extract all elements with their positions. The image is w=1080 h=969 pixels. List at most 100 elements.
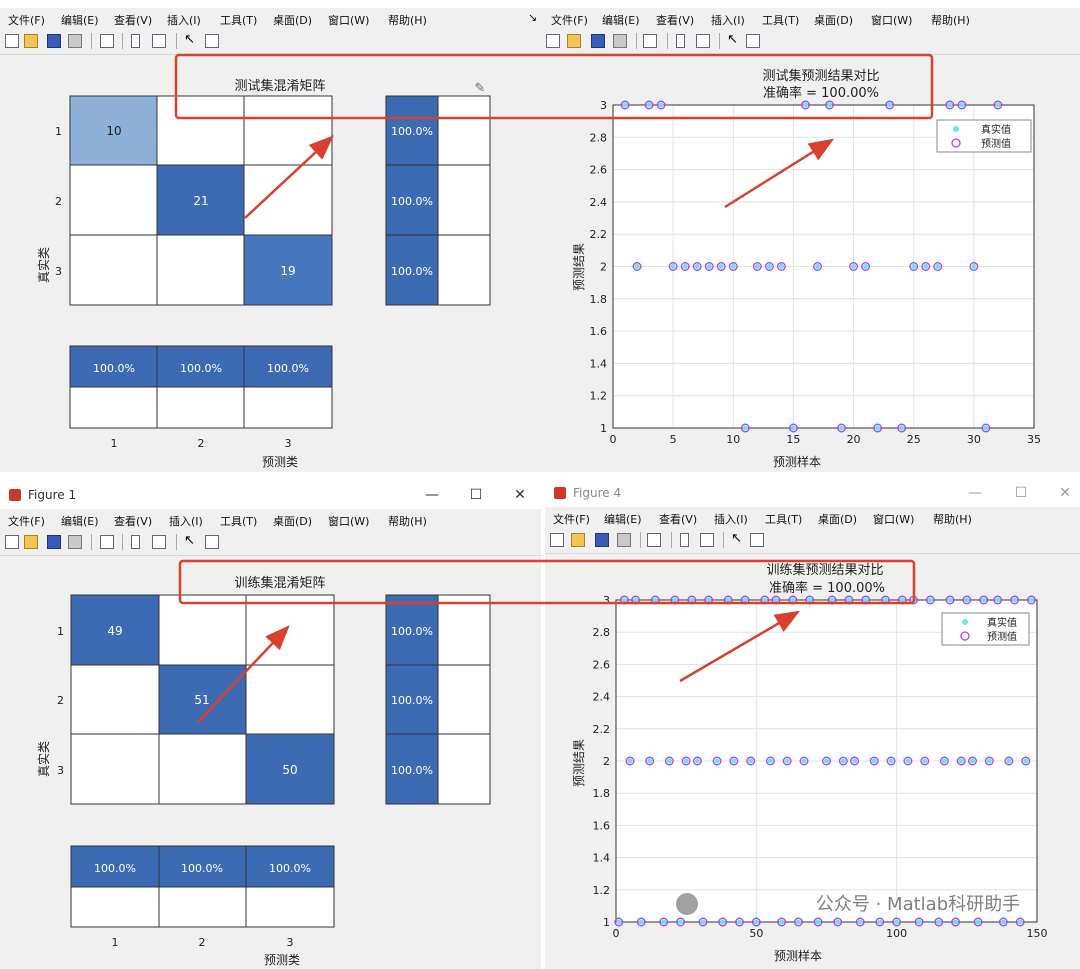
legend-icon[interactable]: [152, 34, 166, 48]
open-file-icon[interactable]: [567, 34, 581, 48]
minimize-button[interactable]: —: [425, 487, 439, 503]
colorbar-icon[interactable]: [676, 34, 685, 48]
menu-file[interactable]: 文件(F): [553, 513, 590, 526]
colorbar-icon[interactable]: [131, 535, 140, 549]
property-editor-icon[interactable]: [205, 34, 219, 48]
minimize-button[interactable]: —: [968, 485, 982, 501]
cm-cell-value: 19: [280, 264, 295, 278]
menu-insert[interactable]: 插入(I): [169, 515, 203, 528]
close-button[interactable]: ✕: [1059, 485, 1071, 501]
menu-window[interactable]: 窗口(W): [873, 513, 915, 526]
legend-icon[interactable]: [700, 533, 714, 547]
print-icon[interactable]: [613, 34, 627, 48]
property-editor-icon[interactable]: [746, 34, 760, 48]
menu-view[interactable]: 查看(V): [114, 14, 153, 27]
menu-help[interactable]: 帮助(H): [931, 14, 970, 27]
link-plot-icon[interactable]: [647, 533, 661, 547]
new-figure-icon[interactable]: [5, 34, 19, 48]
colorbar-icon[interactable]: [680, 533, 689, 547]
menu-file[interactable]: 文件(F): [8, 515, 45, 528]
pointer-icon[interactable]: ↖: [184, 32, 195, 47]
legend-icon[interactable]: [696, 34, 710, 48]
menu-tools[interactable]: 工具(T): [765, 513, 803, 526]
colorbar-icon[interactable]: [131, 34, 140, 48]
menu-desktop[interactable]: 桌面(D): [273, 14, 313, 27]
save-icon[interactable]: [591, 34, 605, 48]
y-tick-label: 2.2: [593, 723, 611, 736]
menu-desktop[interactable]: 桌面(D): [814, 14, 854, 27]
menu-help[interactable]: 帮助(H): [933, 513, 972, 526]
menu-edit[interactable]: 编辑(E): [61, 515, 99, 528]
open-file-icon[interactable]: [24, 34, 38, 48]
pointer-icon[interactable]: ↖: [731, 531, 742, 546]
true-value-point: [857, 919, 863, 925]
print-icon[interactable]: [68, 535, 82, 549]
menu-bar: 文件(F) 编辑(E) 查看(V) 插入(I) 工具(T) 桌面(D) 窗口(W…: [541, 8, 1080, 30]
toolbar-separator: [667, 33, 668, 49]
property-editor-icon[interactable]: [205, 535, 219, 549]
true-value-point: [969, 758, 976, 764]
menu-file[interactable]: 文件(F): [551, 14, 588, 27]
pointer-icon[interactable]: ↖: [727, 32, 738, 47]
menu-edit[interactable]: 编辑(E): [61, 14, 99, 27]
menu-insert[interactable]: 插入(I): [711, 14, 745, 27]
open-file-icon[interactable]: [571, 533, 585, 547]
predicted-value-point: [945, 595, 955, 605]
menu-tools[interactable]: 工具(T): [220, 14, 258, 27]
legend-icon[interactable]: [152, 535, 166, 549]
menu-window[interactable]: 窗口(W): [328, 14, 370, 27]
new-figure-icon[interactable]: [546, 34, 560, 48]
legend-true-label: 真实值: [981, 123, 1011, 136]
predicted-value-point: [625, 756, 635, 766]
predicted-value-point: [692, 756, 702, 766]
print-icon[interactable]: [68, 34, 82, 48]
col-summary-bar: [70, 845, 335, 888]
pointer-icon[interactable]: ↖: [184, 533, 195, 548]
menu-help[interactable]: 帮助(H): [388, 515, 427, 528]
menu-view[interactable]: 查看(V): [659, 513, 698, 526]
save-icon[interactable]: [47, 535, 61, 549]
figure-toolbar: ↖: [541, 30, 1080, 55]
new-figure-icon[interactable]: [550, 533, 564, 547]
predicted-value-point: [813, 262, 822, 271]
save-icon[interactable]: [595, 533, 609, 547]
menu-desktop[interactable]: 桌面(D): [818, 513, 858, 526]
predicted-value-point: [914, 917, 924, 927]
open-file-icon[interactable]: [24, 535, 38, 549]
true-value-point: [801, 758, 807, 764]
maximize-button[interactable]: ☐: [1014, 485, 1028, 501]
predicted-value-point: [962, 595, 972, 605]
menu-help[interactable]: 帮助(H): [388, 14, 427, 27]
maximize-button[interactable]: ☐: [469, 487, 483, 503]
save-icon[interactable]: [47, 34, 61, 48]
toolbar-separator: [723, 532, 724, 548]
train-plot-xlabel: 预测样本: [774, 948, 822, 963]
menu-window[interactable]: 窗口(W): [871, 14, 913, 27]
menu-tools[interactable]: 工具(T): [762, 14, 800, 27]
dock-arrow-icon[interactable]: ↘: [528, 11, 538, 24]
new-figure-icon[interactable]: [5, 535, 19, 549]
menu-insert[interactable]: 插入(I): [714, 513, 748, 526]
close-button[interactable]: ✕: [514, 487, 526, 503]
true-value-point: [790, 425, 797, 431]
menu-view[interactable]: 查看(V): [114, 515, 153, 528]
link-plot-icon[interactable]: [100, 34, 114, 48]
link-plot-icon[interactable]: [100, 535, 114, 549]
link-plot-icon[interactable]: [643, 34, 657, 48]
menu-window[interactable]: 窗口(W): [328, 515, 370, 528]
property-editor-icon[interactable]: [750, 533, 764, 547]
menu-edit[interactable]: 编辑(E): [602, 14, 640, 27]
predicted-value-point: [886, 756, 896, 766]
menu-insert[interactable]: 插入(I): [167, 14, 201, 27]
print-icon[interactable]: [617, 533, 631, 547]
menu-edit[interactable]: 编辑(E): [604, 513, 642, 526]
menu-desktop[interactable]: 桌面(D): [273, 515, 313, 528]
menu-tools[interactable]: 工具(T): [220, 515, 258, 528]
menu-view[interactable]: 查看(V): [656, 14, 695, 27]
menu-file[interactable]: 文件(F): [8, 14, 45, 27]
predicted-value-point: [969, 262, 979, 271]
predicted-value-point: [746, 756, 756, 766]
legend-pred-marker: [960, 631, 970, 641]
y-tick-label: 1.2: [593, 884, 611, 897]
pin-icon[interactable]: ✎: [475, 81, 486, 96]
